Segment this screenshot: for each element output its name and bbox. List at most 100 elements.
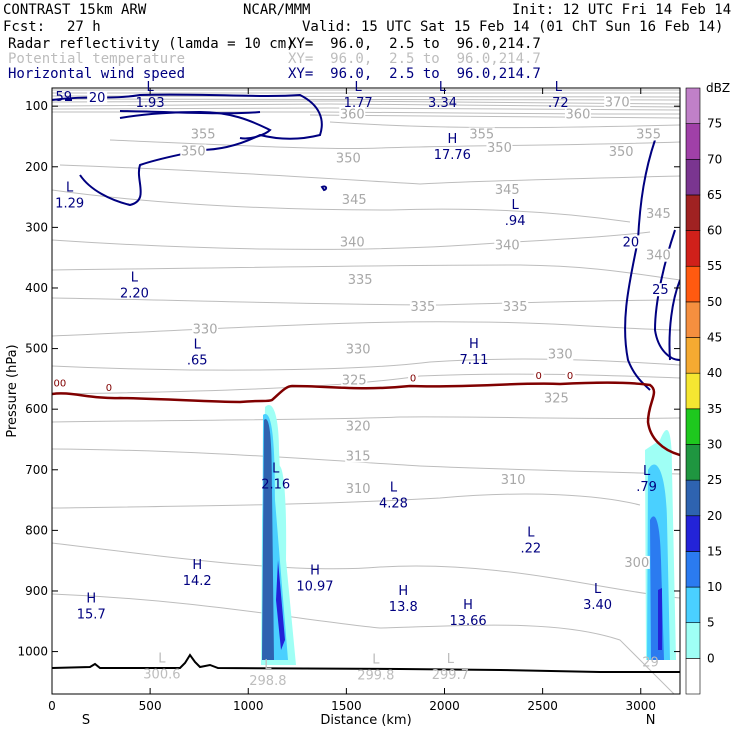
extremum-value: 3.34: [428, 96, 457, 111]
colorbar-tick-label: 70: [707, 152, 722, 166]
colorbar-segment: [685, 87, 701, 124]
zero-isotherm: [52, 381, 680, 457]
colorbar-unit-label: dBZ: [706, 81, 730, 95]
endpoint-right-label: N: [646, 713, 656, 728]
theta-minimum-marker: L: [447, 652, 455, 667]
theta-label-bg: [486, 140, 513, 154]
extremum-marker: L: [555, 80, 563, 95]
valid-time: Valid: 15 UTC Sat 15 Feb 14 (01 ChT Sun …: [302, 19, 724, 35]
extremum-marker: L: [66, 180, 74, 195]
theta-contour-label: 355: [636, 127, 661, 142]
y-axis-label: Pressure (hPa): [5, 344, 20, 437]
ground-surface: [52, 653, 680, 673]
reflectivity-cell-2-core: [658, 588, 662, 650]
extremum-marker: L: [131, 271, 139, 286]
extremum-marker: L: [355, 80, 363, 95]
theta-label-bg: [341, 192, 368, 206]
extremum-value: 17.76: [434, 148, 471, 163]
theta-minimum-value: 300.6: [143, 667, 180, 682]
extremum-value: 3.40: [583, 598, 612, 613]
wind-contour-label: 20: [623, 235, 640, 250]
x-tick-label: 500: [139, 699, 162, 713]
theta-label-bg: [468, 127, 495, 141]
theta-label-bg: [345, 449, 372, 463]
colorbar-tick-label: 45: [707, 331, 722, 345]
colorbar-segment: [685, 586, 701, 624]
theta-label-bg: [345, 342, 372, 356]
theta-contour-label: 340: [646, 249, 671, 264]
theta-label-bg: [409, 300, 436, 314]
theta-minimum-value: 299.8: [357, 669, 394, 684]
wind-contour-label: 25: [652, 283, 669, 298]
theta-contours: [52, 121, 680, 694]
theta-contour-label: 350: [487, 141, 512, 156]
theta-label-bg: [608, 145, 635, 159]
theta-contour-label: 330: [346, 343, 371, 358]
extremum-value: 2.16: [261, 478, 290, 493]
init-time: Init: 12 UTC Fri 14 Feb 14: [512, 2, 732, 18]
colorbar-tick-label: 75: [707, 117, 722, 131]
field-xy-wind: XY= 96.0, 2.5 to 96.0,214.7: [288, 66, 541, 82]
zero-isotherm-label: 00: [53, 379, 66, 390]
y-tick-label: 800: [25, 523, 48, 537]
theta-contour-label: 335: [410, 300, 435, 315]
zero-isotherm-label: 0: [567, 371, 573, 382]
zero-label-bg: [533, 369, 544, 380]
extremum-marker: L: [594, 582, 602, 597]
theta-contour-label: 325: [544, 392, 569, 407]
extremum-value: .79: [636, 480, 657, 495]
y-tick-label: 100: [25, 99, 48, 113]
theta-label-bg: [635, 127, 662, 141]
theta-contour-label: 355: [469, 127, 494, 142]
theta-label-bg: [500, 472, 527, 486]
theta-contour-label: 350: [181, 144, 206, 159]
theta-contour-label: 370: [605, 95, 630, 110]
zero-label-bg: [408, 372, 419, 383]
colorbar-segment: [685, 123, 701, 160]
extremum-value: 13.8: [389, 600, 418, 615]
field-xy-theta: XY= 96.0, 2.5 to 96.0,214.7: [288, 51, 541, 67]
plot-frame: [51, 87, 681, 695]
zero-isotherm-label: 0: [536, 371, 542, 382]
theta-contour-label: 310: [501, 473, 526, 488]
zero-label-bg: [103, 381, 114, 392]
extremum-marker: L: [439, 80, 447, 95]
colorbar-segment: [685, 444, 701, 481]
extremum-value: .94: [505, 214, 526, 229]
colorbar-segment: [685, 372, 701, 410]
theta-contour-label: 345: [342, 193, 367, 208]
y-tick-label: 600: [25, 402, 48, 416]
partial-contour-label: 29: [642, 655, 659, 670]
extremum-value: .72: [548, 96, 569, 111]
extremum-marker: H: [86, 591, 96, 606]
theta-contour-label: 335: [503, 300, 528, 315]
colorbar-tick-label: 10: [707, 580, 722, 594]
theta-contour-label: 360: [340, 107, 365, 122]
zero-isotherm-label: 0: [106, 383, 112, 394]
extremum-value: 14.2: [183, 574, 212, 589]
extremum-value: 1.77: [344, 96, 373, 111]
wind-label-bg: [87, 91, 108, 105]
colorbar-tick-label: 5: [707, 616, 715, 630]
extremum-value: 10.97: [296, 579, 333, 594]
theta-label-bg: [502, 300, 529, 314]
theta-contour-label: 355: [191, 127, 216, 142]
colorbar-segment: [685, 658, 701, 695]
extremum-marker: H: [447, 132, 457, 147]
theta-contour-label: 340: [495, 238, 520, 253]
theta-label-bg: [180, 144, 207, 158]
colorbar-segment: [685, 479, 701, 517]
field-name-wind: Horizontal wind speed: [8, 66, 186, 82]
y-tick-label: 1000: [17, 645, 48, 659]
extremum-marker: L: [643, 464, 651, 479]
zero-label-bg: [565, 369, 576, 380]
extremum-marker: H: [310, 563, 320, 578]
partial-contour-label: 59: [56, 90, 73, 105]
extremum-marker: H: [463, 598, 473, 613]
x-axis-label: Distance (km): [320, 713, 411, 728]
theta-label-bg: [564, 107, 591, 121]
colorbar-segment: [685, 337, 701, 374]
x-tick-label: 2500: [527, 699, 558, 713]
colorbar-segment: [685, 551, 701, 588]
